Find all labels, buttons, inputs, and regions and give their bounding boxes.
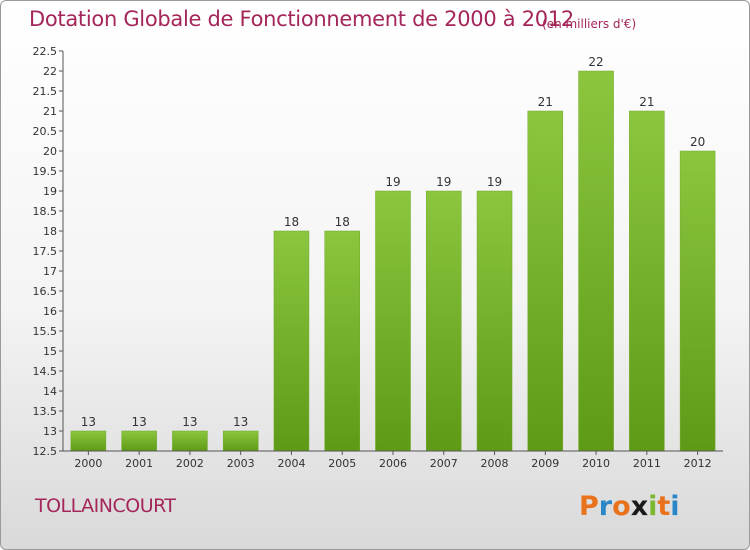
y-tick-label: 15: [43, 345, 57, 358]
bar-value-label: 18: [284, 215, 299, 229]
x-tick-label: 2012: [684, 457, 712, 470]
logo-letter: i: [670, 491, 680, 522]
y-tick-label: 21: [43, 105, 57, 118]
bar-2012: [679, 150, 716, 452]
y-tick-label: 13.5: [33, 405, 58, 418]
bar-2001: [121, 430, 157, 452]
x-tick-label: 2004: [277, 457, 305, 470]
x-tick-label: 2009: [531, 457, 559, 470]
logo-letter: P: [579, 491, 599, 522]
y-tick-label: 22: [43, 65, 57, 78]
x-tick-label: 2007: [430, 457, 458, 470]
x-tick-label: 2000: [74, 457, 102, 470]
y-tick-label: 20: [43, 145, 57, 158]
y-tick-label: 20.5: [33, 125, 58, 138]
bar-value-label: 13: [132, 415, 147, 429]
bar-2011: [629, 110, 665, 452]
y-tick-label: 17: [43, 265, 57, 278]
logo-letter: r: [598, 491, 613, 522]
bar-2004: [273, 230, 310, 452]
chart-subtitle: (en milliers d'€): [542, 17, 637, 31]
x-axis: 2000 2001 2002 2003 2004 2005 2006 2007 2008 2009…: [63, 450, 723, 470]
bar-value-label: 13: [182, 415, 197, 429]
x-tick-label: 2008: [481, 457, 509, 470]
x-tick-label: 2011: [633, 457, 661, 470]
y-tick-label: 14.5: [33, 365, 58, 378]
x-tick-label: 2002: [176, 457, 204, 470]
logo-letter: o: [612, 491, 631, 522]
bar-value-label: 18: [335, 215, 350, 229]
logo-letter: t: [657, 491, 671, 522]
bar-value-label: 19: [385, 175, 400, 189]
y-tick-label: 12.5: [33, 445, 58, 458]
logo-letter: x: [630, 491, 649, 522]
bar-value-label: 19: [487, 175, 502, 189]
y-tick-label: 15.5: [33, 325, 58, 338]
bar-2006: [375, 190, 411, 452]
chart-title: Dotation Globale de Fonctionnement de 20…: [29, 7, 574, 31]
y-tick-label: 13: [43, 425, 57, 438]
x-tick-label: 2006: [379, 457, 407, 470]
bar-2005: [324, 230, 360, 452]
y-axis: 12.5 13 13.5 14 14.5 15 15.5 16 16.5 17 17.5 18 18.5…: [33, 45, 64, 458]
bar-2008: [476, 190, 513, 452]
bar-value-label: 19: [436, 175, 451, 189]
town-name: TOLLAINCOURT: [35, 495, 176, 517]
bar-2007: [426, 190, 462, 452]
bar-value-label: 22: [588, 55, 603, 69]
y-tick-label: 18.5: [33, 205, 58, 218]
y-tick-label: 22.5: [33, 45, 58, 58]
bar-2009: [527, 110, 564, 452]
y-tick-label: 17.5: [33, 245, 58, 258]
x-tick-label: 2010: [582, 457, 610, 470]
y-tick-label: 21.5: [33, 85, 58, 98]
bar-2010: [578, 70, 614, 452]
y-tick-label: 18: [43, 225, 57, 238]
y-tick-label: 16.5: [33, 285, 58, 298]
y-tick-label: 16: [43, 305, 57, 318]
bar-value-label: 20: [690, 135, 705, 149]
bar-2000: [70, 430, 107, 452]
bar-value-label: 21: [639, 95, 654, 109]
bars: 13 13 13 13 18 18 19 19 19 21 22 21 20: [70, 55, 716, 452]
logo-letter: i: [648, 491, 658, 522]
y-tick-label: 14: [43, 385, 57, 398]
x-tick-label: 2001: [125, 457, 153, 470]
bar-value-label: 21: [538, 95, 553, 109]
y-tick-label: 19.5: [33, 165, 58, 178]
bar-value-label: 13: [233, 415, 248, 429]
bar-value-label: 13: [81, 415, 96, 429]
y-tick-label: 19: [43, 185, 57, 198]
bar-2002: [172, 430, 208, 452]
bar-2003: [222, 430, 259, 452]
proxiti-logo[interactable]: Proxiti: [579, 491, 680, 522]
x-tick-label: 2003: [227, 457, 255, 470]
x-tick-label: 2005: [328, 457, 356, 470]
